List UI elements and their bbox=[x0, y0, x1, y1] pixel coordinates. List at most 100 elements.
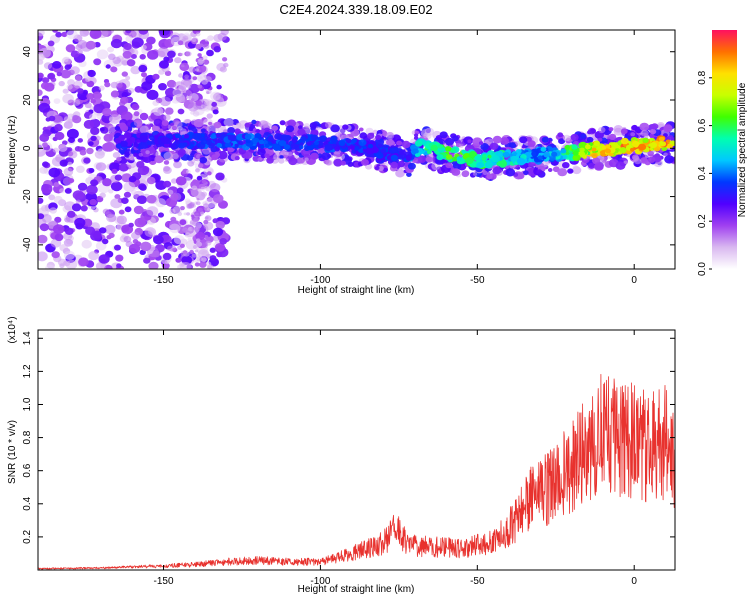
spectrogram-cell bbox=[83, 119, 95, 129]
spectrogram-cell bbox=[38, 197, 44, 204]
spectrogram-cell bbox=[179, 219, 187, 226]
spectrogram-cell bbox=[206, 125, 211, 129]
spectrogram-cell bbox=[53, 195, 63, 204]
spectrogram-cell bbox=[88, 251, 99, 261]
spectrogram-cell bbox=[216, 142, 223, 148]
spectrogram-cell bbox=[592, 157, 601, 165]
spectrogram-cell bbox=[192, 179, 198, 185]
spectrogram-cell bbox=[206, 156, 212, 161]
spectrogram-cell bbox=[64, 64, 72, 70]
spectrogram-cell bbox=[133, 119, 143, 127]
snr-series-line bbox=[38, 374, 675, 570]
spectrogram-cell bbox=[115, 254, 124, 262]
spectrogram-cell bbox=[114, 126, 121, 131]
spectrogram-cell bbox=[198, 58, 202, 62]
spectrogram-cell bbox=[90, 179, 99, 187]
spectrogram-cell bbox=[52, 30, 59, 33]
spectrogram-cell bbox=[315, 126, 321, 131]
tick-label: 0.6 bbox=[22, 463, 33, 477]
spectrogram-cell bbox=[42, 161, 49, 168]
spectrogram-cell bbox=[212, 109, 219, 115]
spectrogram-cell bbox=[118, 163, 129, 172]
spectrogram-cell bbox=[57, 258, 67, 267]
spectrogram-cell bbox=[195, 68, 199, 72]
spectrogram-cell bbox=[192, 245, 198, 249]
spectrogram-cell bbox=[274, 133, 283, 140]
spectrogram-cell bbox=[445, 146, 452, 152]
spectrogram-cell bbox=[245, 138, 251, 144]
spectrogram-cell bbox=[48, 194, 56, 201]
spectrogram-cell bbox=[639, 122, 650, 131]
spectrogram-cell bbox=[212, 194, 224, 204]
spectrogram-cell bbox=[130, 54, 137, 59]
spectrogram-cell bbox=[642, 137, 649, 143]
spectrogram-cell bbox=[651, 123, 659, 130]
spectrogram-cell bbox=[105, 64, 111, 69]
spectrogram-cell bbox=[98, 227, 107, 234]
spectrogram-cell bbox=[321, 152, 331, 161]
spectrogram-cell bbox=[254, 133, 261, 139]
tick-label: 1.0 bbox=[22, 397, 33, 411]
spectrogram-cell bbox=[516, 172, 525, 180]
spectrogram-cell bbox=[288, 157, 298, 166]
spectrogram-cell bbox=[176, 187, 184, 194]
spectrogram-cell bbox=[438, 144, 443, 149]
spectrogram-cell bbox=[620, 128, 628, 135]
spectrogram-cell bbox=[178, 99, 182, 103]
spectrogram-cell bbox=[47, 72, 56, 80]
spectrogram-cell bbox=[536, 169, 543, 175]
spectrogram-cell bbox=[486, 173, 493, 180]
spectrogram-cell bbox=[193, 217, 199, 223]
spectrogram-cell bbox=[121, 197, 129, 204]
spectrogram-cell bbox=[188, 66, 196, 73]
spectrogram-cell bbox=[238, 140, 244, 146]
spectrogram-cell bbox=[196, 143, 201, 148]
spectrogram-cell bbox=[118, 135, 126, 141]
spectrogram-cell bbox=[632, 140, 640, 148]
spectrogram-cell bbox=[227, 134, 235, 141]
spectrogram-cell bbox=[173, 160, 182, 169]
spectrogram-cell bbox=[81, 239, 92, 249]
spectrogram-cell bbox=[38, 234, 48, 244]
spectrogram-cell bbox=[118, 209, 125, 215]
spectrogram-cell bbox=[74, 217, 86, 228]
spectrogram-cell bbox=[103, 141, 116, 152]
spectrogram-cell bbox=[59, 244, 68, 252]
spectrogram-cell bbox=[630, 147, 635, 152]
spectrogram-cell bbox=[187, 102, 199, 112]
spectrogram-cell bbox=[141, 81, 153, 91]
tick-label: -20 bbox=[22, 189, 33, 204]
spectrogram-cell bbox=[279, 155, 284, 159]
spectrogram-cell bbox=[133, 205, 144, 215]
spectrogram-cell bbox=[84, 102, 92, 109]
spectrogram-cell bbox=[383, 167, 388, 172]
spectrogram-cell bbox=[139, 184, 147, 191]
spectrogram-cell bbox=[149, 135, 156, 141]
spectrogram-cell bbox=[602, 145, 607, 150]
spectrogram-cell bbox=[219, 66, 227, 73]
spectrogram-cell bbox=[551, 151, 558, 157]
spectrogram-cell bbox=[214, 243, 226, 252]
colorbar-label: Normalized spectral amplitude bbox=[737, 82, 748, 217]
spectrogram-cell bbox=[135, 241, 142, 247]
spectrogram-cell bbox=[445, 154, 453, 160]
spectrogram-cell bbox=[243, 151, 253, 160]
spectrogram-cell bbox=[170, 143, 177, 150]
spectrogram-cell bbox=[615, 161, 626, 170]
spectrogram-cell bbox=[142, 155, 152, 163]
colorbar-gradient bbox=[712, 30, 737, 269]
spectrogram-cell bbox=[375, 134, 382, 140]
spectrogram-cell bbox=[65, 259, 78, 269]
spectrogram-cell bbox=[300, 136, 307, 142]
spectrogram-cell bbox=[399, 149, 406, 156]
spectrogram-cell bbox=[123, 236, 132, 243]
spectrogram-cell bbox=[587, 130, 592, 135]
spectrogram-cell bbox=[78, 257, 89, 267]
spectrogram-cell bbox=[598, 126, 606, 134]
spectrogram-cell bbox=[124, 206, 132, 213]
spectrogram-cell bbox=[451, 168, 461, 176]
spectrogram-cell bbox=[143, 257, 151, 264]
spectrogram-cell bbox=[351, 138, 357, 144]
spectrogram-cell bbox=[139, 125, 149, 134]
spectrogram-cell bbox=[334, 146, 340, 152]
